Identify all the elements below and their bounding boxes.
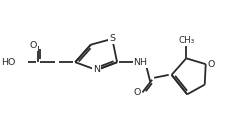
- Text: O: O: [30, 41, 37, 50]
- Text: HO: HO: [1, 58, 16, 67]
- Text: N: N: [93, 66, 100, 74]
- Text: NH: NH: [133, 58, 147, 67]
- Text: CH₃: CH₃: [177, 36, 194, 45]
- Text: S: S: [109, 34, 115, 43]
- Text: O: O: [207, 60, 214, 69]
- Text: O: O: [133, 88, 141, 97]
